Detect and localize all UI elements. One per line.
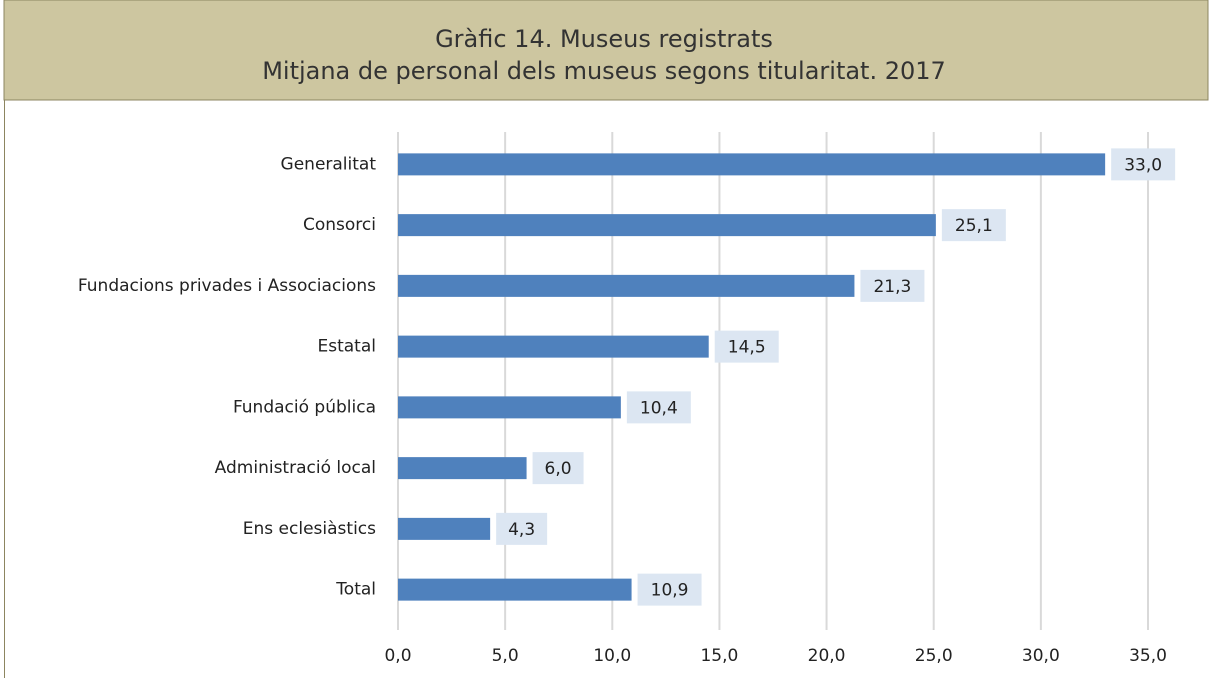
chart-subtitle: Mitjana de personal dels museus segons t… (262, 57, 946, 85)
y-tick-label: Generalitat (281, 154, 377, 174)
y-tick-label: Administració local (215, 458, 376, 478)
bar (398, 457, 527, 480)
value-label-box (496, 512, 548, 545)
bar (398, 396, 621, 419)
value-label-box (860, 269, 925, 302)
value-label: 10,9 (651, 581, 689, 601)
value-label: 25,1 (955, 216, 993, 236)
x-tick-label: 20,0 (808, 646, 846, 666)
x-tick-label: 30,0 (1022, 646, 1060, 666)
value-label: 6,0 (545, 459, 572, 479)
value-label: 14,5 (728, 338, 766, 358)
y-tick-label: Consorci (303, 215, 376, 235)
bar (398, 578, 632, 601)
bar (398, 274, 855, 297)
y-tick-label: Ens eclesiàstics (243, 519, 376, 539)
value-label: 4,3 (508, 520, 535, 540)
value-label-box (1111, 148, 1176, 181)
bar (398, 214, 936, 237)
bar (398, 153, 1106, 176)
x-tick-label: 10,0 (593, 646, 631, 666)
value-label-box (637, 573, 702, 606)
value-label-box (941, 209, 1006, 242)
chart-title: Gràfic 14. Museus registrats (435, 25, 773, 53)
value-label-box (714, 330, 779, 363)
x-tick-label: 15,0 (700, 646, 738, 666)
header-band (3, 0, 1209, 101)
value-label: 21,3 (873, 277, 911, 297)
value-label: 10,4 (640, 398, 678, 418)
value-label-box (626, 391, 691, 424)
x-tick-label: 25,0 (915, 646, 953, 666)
x-tick-label: 0,0 (384, 646, 411, 666)
y-tick-label: Fundacions privades i Associacions (78, 276, 376, 296)
x-tick-label: 35,0 (1129, 646, 1167, 666)
bar (398, 517, 491, 540)
bar (398, 335, 709, 358)
value-label-box (532, 452, 584, 485)
value-label: 33,0 (1124, 155, 1162, 175)
x-tick-label: 5,0 (492, 646, 519, 666)
y-tick-label: Fundació pública (233, 397, 376, 417)
y-tick-label: Estatal (318, 337, 377, 357)
y-tick-label: Total (335, 580, 376, 600)
